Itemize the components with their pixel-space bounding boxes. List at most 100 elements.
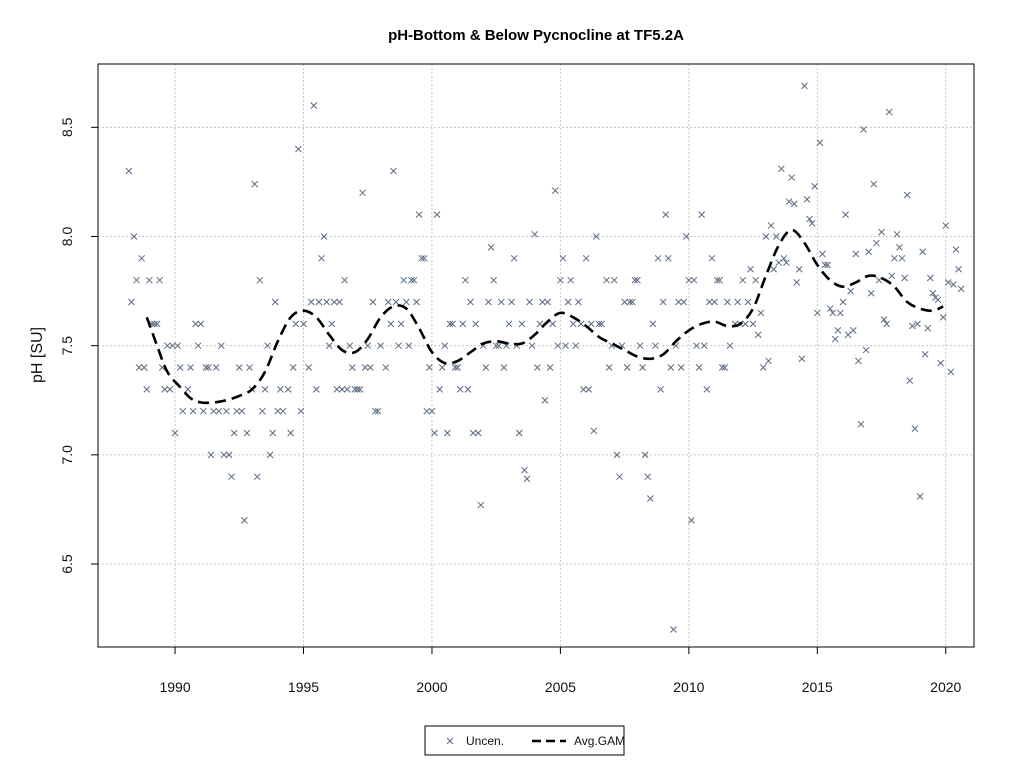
data-point-uncen bbox=[870, 180, 878, 188]
data-point-uncen bbox=[557, 276, 564, 284]
data-point-uncen bbox=[852, 250, 860, 258]
data-point-uncen bbox=[253, 473, 261, 481]
data-point-uncen bbox=[420, 254, 428, 262]
data-point-uncen bbox=[307, 298, 315, 306]
data-point-uncen bbox=[156, 276, 164, 284]
data-point-uncen bbox=[657, 385, 664, 393]
data-point-uncen bbox=[271, 298, 279, 306]
data-point-uncen bbox=[207, 451, 215, 459]
data-point-uncen bbox=[521, 466, 528, 474]
plot-frame bbox=[97, 63, 975, 648]
data-point-uncen bbox=[238, 407, 246, 415]
data-point-uncen bbox=[449, 320, 456, 328]
data-point-uncen bbox=[821, 261, 829, 269]
legend-label-uncen: Uncen. bbox=[466, 734, 504, 748]
data-point-uncen bbox=[212, 364, 220, 371]
data-point-uncen bbox=[777, 165, 785, 173]
data-point-uncen bbox=[593, 233, 600, 240]
data-point-uncen bbox=[356, 385, 364, 393]
data-point-uncen bbox=[605, 364, 613, 371]
data-point-uncen bbox=[305, 364, 313, 371]
data-point-uncen bbox=[811, 182, 819, 190]
data-point-uncen bbox=[431, 429, 438, 437]
data-point-uncen bbox=[246, 364, 253, 371]
data-point-uncen bbox=[808, 220, 816, 227]
data-point-uncen bbox=[287, 429, 295, 437]
data-point-uncen bbox=[667, 364, 675, 371]
data-point-uncen bbox=[664, 254, 672, 262]
data-point-uncen bbox=[169, 342, 176, 350]
data-point-uncen bbox=[220, 451, 228, 459]
data-point-uncen bbox=[896, 244, 903, 251]
data-point-uncen bbox=[366, 364, 374, 371]
data-point-uncen bbox=[405, 342, 413, 350]
data-point-uncen bbox=[926, 274, 934, 282]
data-point-uncen bbox=[682, 233, 690, 240]
data-point-uncen bbox=[510, 254, 518, 262]
data-point-uncen bbox=[140, 364, 148, 371]
data-point-uncen bbox=[243, 429, 251, 437]
data-point-uncen bbox=[184, 385, 192, 393]
data-point-uncen bbox=[189, 407, 197, 415]
data-point-uncen bbox=[883, 320, 891, 328]
data-point-uncen bbox=[898, 254, 906, 262]
data-point-uncen bbox=[454, 364, 462, 371]
data-point-uncen bbox=[834, 327, 842, 334]
data-point-uncen bbox=[713, 276, 721, 284]
data-point-uncen bbox=[641, 451, 649, 459]
data-point-uncen bbox=[706, 298, 713, 306]
data-point-uncen bbox=[505, 320, 513, 328]
data-point-uncen bbox=[644, 473, 652, 481]
data-point-uncen bbox=[780, 254, 788, 262]
data-point-uncen bbox=[616, 473, 623, 481]
data-point-uncen bbox=[438, 364, 446, 371]
data-point-uncen bbox=[903, 191, 911, 199]
data-point-uncen bbox=[390, 167, 397, 175]
data-point-uncen bbox=[415, 211, 423, 219]
data-point-uncen bbox=[585, 385, 593, 393]
data-point-uncen bbox=[477, 501, 485, 509]
data-point-uncen bbox=[824, 261, 831, 269]
data-point-uncen bbox=[462, 276, 469, 284]
data-point-uncen bbox=[325, 342, 333, 350]
data-point-uncen bbox=[164, 342, 171, 350]
data-point-uncen bbox=[456, 385, 464, 393]
data-point-uncen bbox=[636, 342, 644, 350]
data-point-uncen bbox=[364, 342, 372, 350]
y-tick-label: 7.0 bbox=[59, 445, 75, 465]
data-point-uncen bbox=[857, 420, 865, 428]
data-point-uncen bbox=[474, 429, 482, 437]
data-point-uncen bbox=[205, 364, 212, 371]
data-point-uncen bbox=[801, 82, 808, 90]
data-point-uncen bbox=[397, 320, 405, 328]
data-point-uncen bbox=[146, 276, 153, 284]
chart-title: pH-Bottom & Below Pycnocline at TF5.2A bbox=[388, 27, 684, 44]
data-point-uncen bbox=[708, 254, 716, 262]
data-point-uncen bbox=[744, 298, 752, 306]
data-point-uncen bbox=[575, 298, 582, 306]
data-point-uncen bbox=[795, 265, 803, 273]
data-point-uncen bbox=[128, 298, 135, 306]
data-point-uncen bbox=[837, 309, 844, 317]
data-point-uncen bbox=[274, 407, 282, 415]
data-point-uncen bbox=[533, 364, 541, 371]
data-point-uncen bbox=[849, 327, 857, 334]
data-point-uncen bbox=[500, 364, 508, 371]
data-point-uncen bbox=[639, 364, 646, 371]
data-point-uncen bbox=[469, 429, 477, 437]
data-point-uncen bbox=[770, 265, 777, 273]
data-point-uncen bbox=[880, 316, 888, 323]
data-point-uncen bbox=[348, 364, 356, 371]
data-point-uncen bbox=[831, 335, 839, 343]
data-point-uncen bbox=[223, 407, 230, 415]
data-point-uncen bbox=[700, 342, 708, 350]
data-point-uncen bbox=[284, 385, 292, 393]
data-point-uncen bbox=[934, 296, 942, 304]
y-axis-title: pH [SU] bbox=[29, 327, 46, 383]
data-point-uncen bbox=[623, 364, 631, 371]
data-point-uncen bbox=[187, 364, 194, 371]
data-point-uncen bbox=[634, 276, 641, 284]
data-point-uncen bbox=[361, 364, 369, 371]
data-point-uncen bbox=[757, 309, 765, 317]
